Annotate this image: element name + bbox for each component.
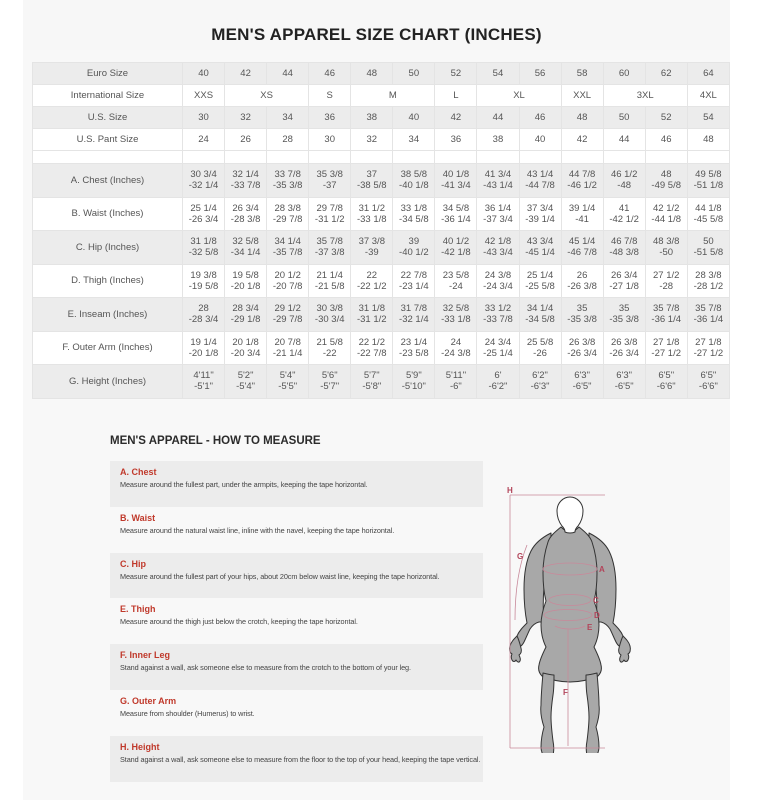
svg-text:A: A <box>599 565 605 574</box>
svg-text:D: D <box>594 611 600 620</box>
svg-text:H: H <box>507 486 513 495</box>
svg-text:F: F <box>563 688 568 697</box>
svg-text:E: E <box>587 623 593 632</box>
svg-text:G: G <box>517 552 523 561</box>
svg-text:C: C <box>593 596 599 605</box>
